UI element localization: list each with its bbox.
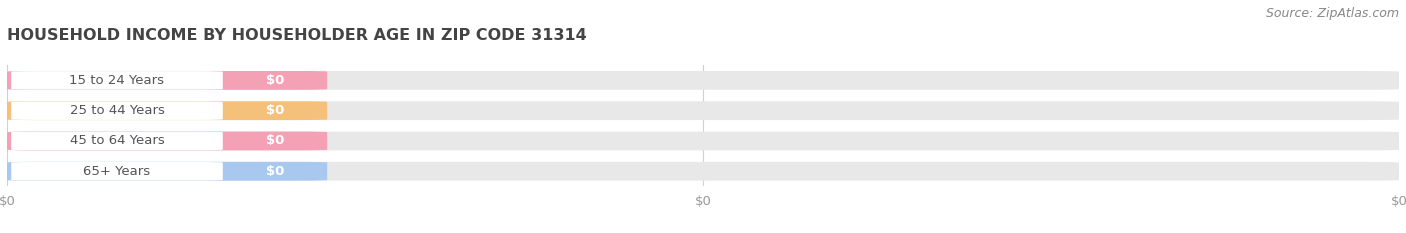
- Text: $0: $0: [266, 165, 284, 178]
- FancyBboxPatch shape: [7, 101, 328, 120]
- FancyBboxPatch shape: [11, 132, 222, 150]
- FancyBboxPatch shape: [7, 132, 328, 150]
- Text: $0: $0: [266, 134, 284, 147]
- FancyBboxPatch shape: [7, 101, 1399, 120]
- FancyBboxPatch shape: [7, 71, 328, 90]
- Text: 65+ Years: 65+ Years: [83, 165, 150, 178]
- FancyBboxPatch shape: [7, 132, 1399, 150]
- FancyBboxPatch shape: [11, 71, 222, 90]
- Text: 45 to 64 Years: 45 to 64 Years: [70, 134, 165, 147]
- FancyBboxPatch shape: [11, 162, 222, 181]
- Text: Source: ZipAtlas.com: Source: ZipAtlas.com: [1265, 7, 1399, 20]
- Text: HOUSEHOLD INCOME BY HOUSEHOLDER AGE IN ZIP CODE 31314: HOUSEHOLD INCOME BY HOUSEHOLDER AGE IN Z…: [7, 28, 586, 43]
- Text: 15 to 24 Years: 15 to 24 Years: [69, 74, 165, 87]
- Text: $0: $0: [266, 104, 284, 117]
- FancyBboxPatch shape: [7, 162, 328, 181]
- FancyBboxPatch shape: [11, 101, 222, 120]
- Text: $0: $0: [266, 74, 284, 87]
- FancyBboxPatch shape: [7, 162, 1399, 181]
- FancyBboxPatch shape: [7, 71, 1399, 90]
- Text: 25 to 44 Years: 25 to 44 Years: [69, 104, 165, 117]
